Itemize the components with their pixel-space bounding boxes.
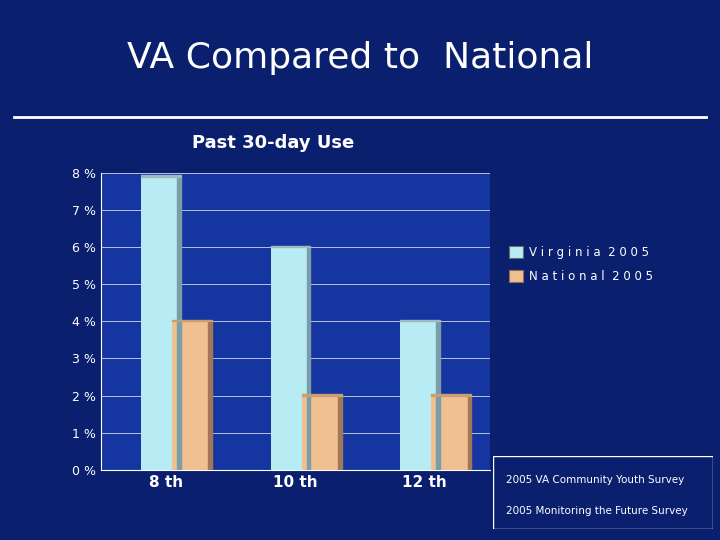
Text: Past 30-day Use: Past 30-day Use — [192, 134, 355, 152]
Bar — [271, 246, 310, 247]
Bar — [307, 247, 310, 470]
Text: VA Compared to  National: VA Compared to National — [127, 42, 593, 76]
Legend: V i r g i n i a  2 0 0 5, N a t i o n a l  2 0 0 5: V i r g i n i a 2 0 0 5, N a t i o n a l… — [503, 240, 659, 289]
Bar — [172, 320, 212, 321]
Bar — [141, 175, 181, 177]
Bar — [302, 394, 341, 395]
Text: 2005 VA Community Youth Survey: 2005 VA Community Youth Survey — [506, 475, 685, 484]
Bar — [431, 394, 471, 395]
Bar — [431, 395, 467, 470]
Bar — [436, 321, 440, 470]
Bar — [177, 177, 181, 470]
Bar — [338, 395, 341, 470]
Bar — [467, 395, 471, 470]
Bar — [302, 395, 338, 470]
Bar — [400, 320, 440, 321]
Bar — [400, 321, 436, 470]
Text: 2005 Monitoring the Future Survey: 2005 Monitoring the Future Survey — [506, 506, 688, 516]
Bar — [208, 321, 212, 470]
Bar — [271, 247, 307, 470]
Bar — [172, 321, 208, 470]
Bar — [141, 177, 177, 470]
